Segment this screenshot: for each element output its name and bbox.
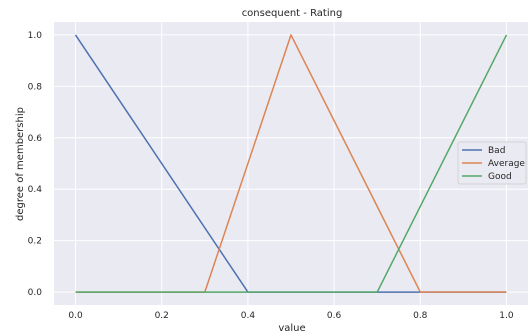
y-tick-label: 0.4 [28, 185, 43, 195]
x-tick-label: 0.6 [327, 311, 342, 321]
x-tick-label: 0.4 [241, 311, 256, 321]
legend-label: Average [488, 159, 525, 169]
y-tick-label: 0.2 [28, 237, 42, 247]
legend-label: Bad [488, 146, 505, 156]
chart-title: consequent - Rating [242, 8, 343, 19]
y-axis-label: degree of membership [15, 107, 26, 221]
x-tick-label: 1.0 [499, 311, 514, 321]
x-axis-label: value [278, 323, 305, 334]
x-tick-label: 0.0 [68, 311, 83, 321]
y-tick-label: 1.0 [28, 31, 43, 41]
series-line-good [75, 34, 508, 293]
x-tick-label: 0.2 [155, 311, 169, 321]
y-axis-ticks: 0.0 0.2 0.4 0.6 0.8 1.0 [28, 31, 43, 298]
legend-box [457, 141, 527, 185]
series-lines [74, 34, 508, 293]
plot-area [54, 22, 528, 305]
x-axis-ticks: 0.0 0.2 0.4 0.6 0.8 1.0 [68, 311, 513, 321]
legend: Bad Average Good [457, 141, 527, 185]
y-tick-label: 0.0 [28, 288, 43, 298]
legend-label: Good [488, 172, 512, 182]
y-tick-label: 0.8 [28, 82, 43, 92]
y-tick-label: 0.6 [28, 134, 43, 144]
x-tick-label: 0.8 [413, 311, 428, 321]
